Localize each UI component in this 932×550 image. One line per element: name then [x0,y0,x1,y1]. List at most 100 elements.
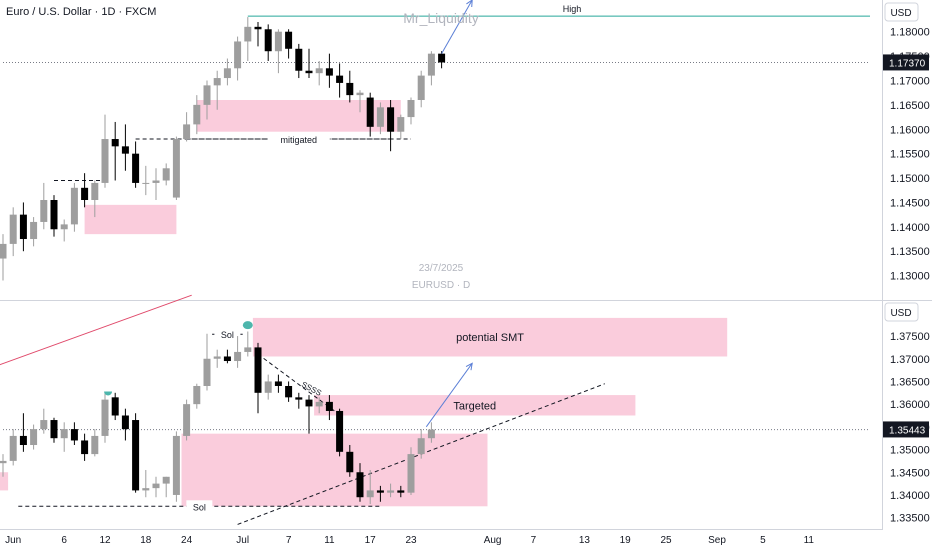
arrow-head-0 [466,0,473,8]
candle-body [121,415,129,430]
candle-body [70,187,78,225]
candle-body [376,490,384,493]
candle-body [274,31,282,52]
candle-body [9,435,17,461]
candle-body [438,53,446,63]
candle-body [305,70,313,74]
candle-body [295,397,303,400]
candle-body [40,420,48,430]
candle-body [376,107,384,127]
candle-body [356,92,364,96]
candle-body [417,438,425,455]
top-currency-button[interactable] [884,2,919,22]
bottom-candles [0,331,435,505]
price-tick-label: 1.14000 [890,222,930,234]
candle-body [162,476,170,484]
top-candles [0,17,446,281]
candle-body [346,82,354,96]
date-tick-label: 24 [181,535,193,546]
candle-body [60,429,68,439]
bottom-currency-label: USD [890,308,911,319]
marker-dot-1 [242,321,253,330]
line-label-bg-4 [267,133,330,146]
arrow-head-0 [465,362,473,371]
candle-body [213,78,221,86]
candle-body [234,351,242,362]
candle-body [101,399,109,436]
date-tick-label: Sep [708,535,726,546]
top-lines: High mitigated [3,4,870,181]
arrow-line-0 [425,362,473,428]
price-tick-label: 1.37000 [890,354,930,366]
candle-body [346,451,354,473]
candle-body [397,117,405,132]
date-tick-label: 12 [99,535,111,546]
price-tick-label: 1.15000 [890,173,930,185]
watermark-symbol: EURUSD · D [412,280,470,291]
candle-body [285,385,293,398]
time-axis[interactable]: Jun 6 12 18 24 Jul 7 11 17 23 Aug 7 13 19 25 Sep 5 11 [5,535,814,546]
candle-body [142,182,150,184]
candle-body [30,429,38,446]
candle-body [305,399,313,407]
candle-body [40,200,48,222]
candle-body [417,75,425,100]
watermark-date: 23/7/2025 [419,263,464,274]
candle-body [19,435,27,446]
trendline-dash-down-2 [257,353,335,412]
price-tick-label: 1.37500 [890,331,930,343]
candle-body [315,401,323,407]
candle-body [193,104,201,125]
top-price-axis[interactable]: 1.180001.175001.170001.165001.160001.155… [883,27,930,283]
top-pane[interactable] [0,0,882,300]
bottom-currency-button[interactable] [884,302,919,322]
last-price-label: 1.17370 [889,58,926,69]
price-tick-label: 1.17000 [890,75,930,87]
candle-body [325,401,333,411]
line-label-bg-1 [214,328,241,341]
candle-body [70,429,78,441]
author-watermark: Mr_Liquidity [403,10,478,26]
date-tick-label: 11 [804,535,815,546]
trendline-red-0 [0,294,192,366]
candle-body [172,139,180,198]
zone-label-3: Targeted [453,400,496,412]
zone-label-2: potential SMT [456,332,524,344]
zone-2 [252,317,728,357]
candle-body [336,75,344,83]
candle-body [244,347,252,352]
candle-body [152,180,160,183]
candle-body [132,153,140,183]
candle-body [407,454,415,493]
symbol-title[interactable]: Euro / U.S. Dollar · 1D · FXCM [6,6,156,18]
candle-body [193,385,201,405]
bottom-price-axis[interactable]: 1.375001.370001.365001.360001.355001.350… [883,331,930,525]
price-tick-label: 1.36000 [890,399,930,411]
candle-body [91,182,99,200]
candle-body [387,107,395,132]
line-label-bg-0 [186,500,213,513]
date-tick-label: 18 [140,535,152,546]
candle-body [50,200,58,230]
top-annotations [441,0,473,54]
candle-body [9,214,17,244]
line-label-1: Sol [221,330,234,340]
candle-body [162,168,170,181]
date-tick-label: 5 [760,535,766,546]
candle-body [19,214,27,240]
date-tick-label: 7 [286,535,292,546]
marker-cup-0 [104,391,113,396]
candle-body [183,404,191,436]
date-tick-label: Aug [484,535,502,546]
top-currency-label: USD [890,8,911,19]
candle-body [244,26,252,42]
zone-1 [181,433,488,507]
candle-body [81,440,89,455]
candle-body [111,397,119,416]
candle-body [203,85,211,105]
candle-body [366,97,374,127]
price-tick-label: 1.36500 [890,376,930,388]
candle-body [60,224,68,230]
zone-3 [314,395,636,416]
